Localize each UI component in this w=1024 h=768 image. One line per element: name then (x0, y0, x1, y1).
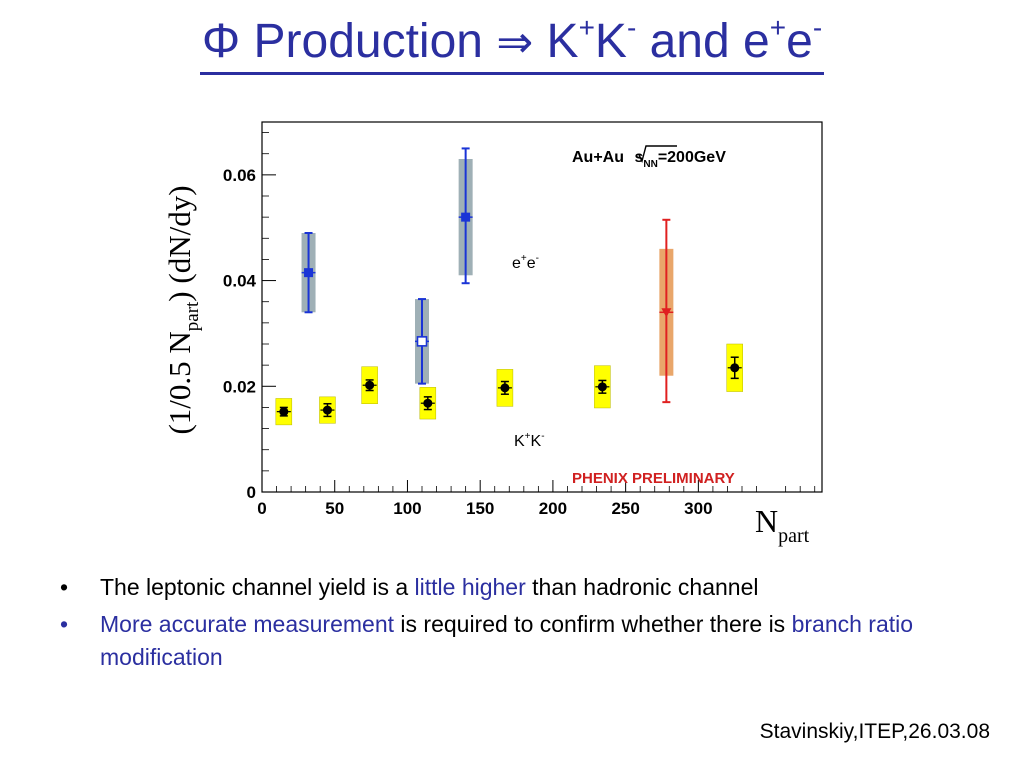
x-tick-label: 100 (393, 499, 421, 518)
svg-text:Au+Au sNN=200GeV: Au+Au sNN=200GeV (572, 149, 726, 170)
kk-data-point (322, 405, 332, 415)
y-tick-label: 0.06 (223, 166, 256, 185)
title-production: Production (253, 15, 483, 68)
kk-data-point (730, 363, 740, 373)
title-phi: Φ (201, 15, 241, 68)
energy-text-s: s (634, 149, 643, 166)
label-ee: e+e- (512, 253, 539, 272)
bullet-1-text-b: than hadronic channel (525, 574, 759, 600)
x-tick-label: 150 (466, 499, 494, 518)
tick-layer: 0 50 100 150 200 250 300 0 0.02 0.04 0.06 (223, 132, 816, 518)
y-axis-label-a: (1/0.5 N (162, 331, 197, 434)
energy-text-b: =200GeV (658, 149, 726, 166)
title-e2: e (786, 15, 813, 68)
x-tick-label: 250 (611, 499, 639, 518)
energy-text-sub: NN (643, 159, 657, 170)
bullet-1-highlight: little higher (414, 574, 526, 600)
kk-data-point (365, 380, 375, 390)
plot-frame (261, 121, 823, 493)
y-tick-label: 0.04 (223, 272, 257, 291)
y-axis-label: (1/0.5 Npart) (dN/dy) (162, 185, 203, 434)
bullet-dot: • (60, 574, 69, 600)
ee-data-point (304, 268, 314, 278)
ee-data-point-open (416, 336, 428, 347)
y-axis-label-sub: part (182, 301, 203, 331)
kk-data-point (279, 407, 289, 417)
bullet-item-2: • More accurate measurement is required … (60, 608, 980, 674)
sqrt-sign (638, 145, 677, 163)
x-tick-label: 50 (325, 499, 344, 518)
kk-data-point (423, 398, 433, 408)
bullet-list: • The leptonic channel yield is a little… (60, 571, 980, 678)
footer-credit: Stavinskiy,ITEP,26.03.08 (759, 720, 990, 743)
phi-yield-chart: 0 50 100 150 200 250 300 0 0.02 0.04 0.06 (1/0.5 N… (162, 121, 823, 547)
bullet-1-text-a: The leptonic channel yield is a (100, 574, 415, 600)
x-axis-label-main: N (755, 503, 778, 539)
title-e1: e (743, 15, 770, 68)
title-e1-sup: + (769, 12, 787, 43)
slide-title: Φ Production ⇒ K+K- and e+e- (0, 12, 1024, 75)
kk-data-point (500, 383, 510, 393)
ee-data-point-red (661, 308, 672, 318)
bullet-dot: • (60, 611, 69, 637)
title-e2-sup: - (812, 12, 823, 43)
bullet-2-highlight-b: branch ratio modification (100, 611, 914, 670)
y-axis-label-b: ) (dN/dy) (162, 185, 197, 301)
kk-data-point (597, 382, 607, 392)
bullet-2-text: is required to confirm whether there is (394, 611, 792, 637)
title-k2-sup: - (626, 12, 637, 43)
y-tick-label: 0 (247, 483, 256, 502)
x-tick-label: 200 (539, 499, 567, 518)
ee-data-point (461, 212, 471, 222)
phenix-preliminary-label: PHENIX PRELIMINARY (572, 470, 735, 487)
title-arrow: ⇒ (496, 18, 534, 67)
slide-title-text: Φ Production ⇒ K+K- and e+e- (199, 12, 825, 75)
energy-text-a: Au+Au (572, 149, 628, 166)
y-tick-label: 0.02 (223, 377, 256, 396)
energy-annotation: Au+Au sNN=200GeV (572, 145, 726, 170)
x-tick-label: 0 (257, 499, 266, 518)
title-k1: K (546, 15, 579, 68)
data-marks (275, 147, 743, 426)
x-tick-label: 300 (684, 499, 712, 518)
label-kk: K+K- (514, 431, 545, 450)
x-axis-label: Npart (755, 503, 810, 547)
title-k2: K (594, 15, 627, 68)
bullet-2-highlight-a: More accurate measurement (100, 611, 395, 637)
x-axis-label-sub: part (778, 525, 810, 547)
title-k1-sup: + (578, 12, 595, 43)
title-and: and (649, 15, 730, 68)
bullet-item-1: • The leptonic channel yield is a little… (60, 571, 980, 604)
